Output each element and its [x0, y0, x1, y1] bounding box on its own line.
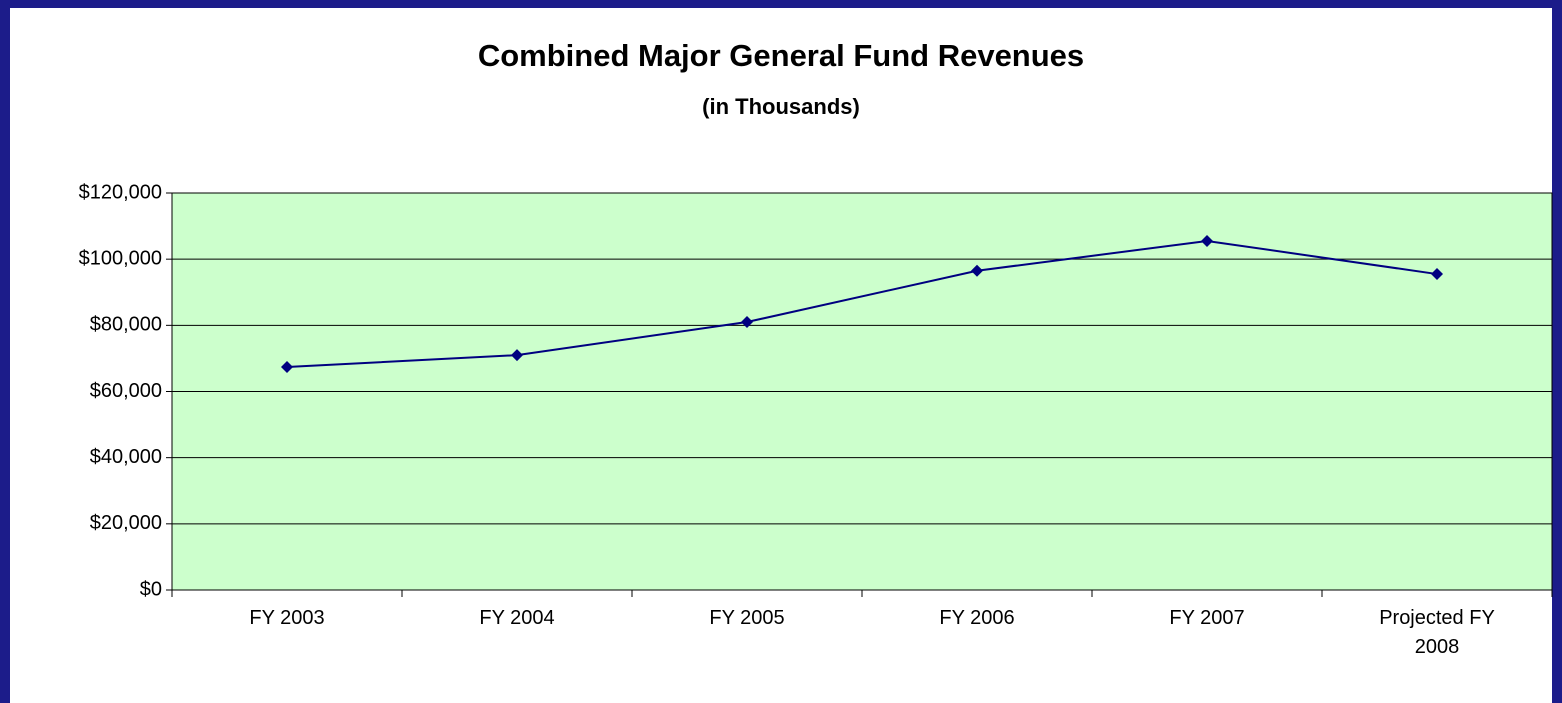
- y-tick-label: $80,000: [90, 314, 162, 336]
- chart-subtitle: (in Thousands): [702, 94, 860, 119]
- data-point: [281, 361, 293, 374]
- x-tick-label-box: FY 2006: [939, 607, 1015, 629]
- data-point: [971, 264, 983, 277]
- x-tick-label: Projected FY 2008: [1379, 607, 1495, 658]
- x-tick-label-box: Projected FY 2008: [1379, 607, 1495, 658]
- y-tick-label: $40,000: [90, 446, 162, 468]
- x-tick-label: FY 2004: [479, 607, 555, 629]
- x-tick-label: FY 2006: [939, 607, 1015, 629]
- y-tick-label: $20,000: [90, 512, 162, 534]
- series-line: [286, 239, 1438, 369]
- x-tick-label: FY 2003: [249, 607, 325, 629]
- x-tick-label: FY 2005: [709, 607, 785, 629]
- x-tick-label-box: FY 2004: [479, 607, 555, 629]
- x-tick-label-box: FY 2007: [1169, 607, 1245, 629]
- x-tick-label: FY 2007: [1169, 607, 1245, 629]
- x-tick-label-box: FY 2003: [249, 607, 325, 629]
- y-tick-label: $120,000: [79, 181, 162, 203]
- x-tick-label-box: FY 2005: [709, 607, 785, 629]
- data-point: [1431, 268, 1443, 281]
- data-point: [1201, 234, 1213, 247]
- y-tick-label: $0: [140, 578, 162, 600]
- y-tick-label: $100,000: [79, 247, 162, 269]
- data-point: [741, 316, 753, 329]
- data-point: [511, 349, 523, 362]
- chart-title: Combined Major General Fund Revenues: [478, 38, 1084, 73]
- y-tick-label: $60,000: [90, 380, 162, 402]
